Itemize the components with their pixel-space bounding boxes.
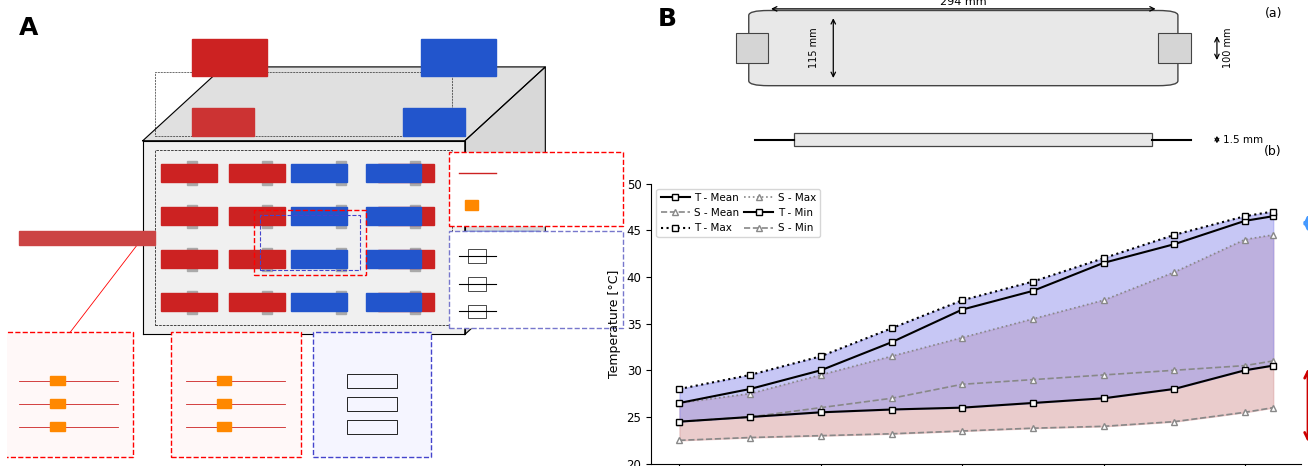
Text: 294 mm: 294 mm bbox=[940, 0, 986, 7]
Text: (a): (a) bbox=[1265, 7, 1282, 20]
Bar bbox=[50, 376, 65, 385]
Bar bbox=[366, 293, 421, 311]
Bar bbox=[262, 291, 272, 314]
Text: Unit Thermal ECN: Unit Thermal ECN bbox=[181, 445, 235, 450]
Bar bbox=[161, 293, 217, 311]
Bar bbox=[292, 293, 347, 311]
Bar bbox=[421, 39, 496, 76]
Bar bbox=[1159, 34, 1190, 63]
Bar bbox=[347, 420, 396, 434]
Bar bbox=[336, 205, 345, 227]
Bar bbox=[735, 34, 768, 63]
Text: $T_{amb}$: $T_{amb}$ bbox=[31, 339, 50, 352]
Bar bbox=[292, 164, 347, 182]
Bar bbox=[794, 133, 1152, 146]
Bar bbox=[378, 164, 434, 182]
Bar bbox=[464, 231, 539, 245]
Text: Thermal Mass: Thermal Mass bbox=[509, 202, 557, 208]
Bar bbox=[50, 422, 65, 432]
Bar bbox=[161, 164, 217, 182]
Bar bbox=[411, 162, 420, 185]
Bar bbox=[366, 207, 421, 226]
Bar bbox=[254, 210, 366, 274]
Polygon shape bbox=[464, 67, 545, 335]
Y-axis label: Temperature [°C]: Temperature [°C] bbox=[608, 269, 621, 378]
Bar bbox=[217, 422, 230, 432]
Text: Thermal ECN at tabs: Thermal ECN at tabs bbox=[13, 445, 77, 450]
Bar bbox=[378, 293, 434, 311]
Bar bbox=[262, 162, 272, 185]
Text: 1.5 mm: 1.5 mm bbox=[1223, 135, 1264, 144]
Bar bbox=[411, 247, 420, 271]
Bar bbox=[229, 293, 285, 311]
Text: Unit ECN: Unit ECN bbox=[328, 445, 356, 450]
Text: (b): (b) bbox=[1265, 144, 1282, 158]
Bar bbox=[18, 231, 156, 245]
Bar bbox=[262, 247, 272, 271]
Bar bbox=[336, 247, 345, 271]
FancyBboxPatch shape bbox=[450, 231, 623, 328]
Bar bbox=[403, 109, 464, 136]
Bar bbox=[411, 291, 420, 314]
Bar bbox=[292, 207, 347, 226]
Bar bbox=[187, 247, 198, 271]
FancyBboxPatch shape bbox=[748, 11, 1179, 86]
Text: Thermal Resistance: Thermal Resistance bbox=[509, 170, 577, 176]
Text: B: B bbox=[658, 7, 676, 31]
FancyBboxPatch shape bbox=[450, 152, 623, 226]
Text: 115 mm: 115 mm bbox=[808, 28, 819, 69]
Bar bbox=[187, 291, 198, 314]
Bar bbox=[378, 250, 434, 268]
Bar bbox=[336, 291, 345, 314]
Bar bbox=[187, 162, 198, 185]
Bar bbox=[468, 277, 487, 291]
Text: 100 mm: 100 mm bbox=[1223, 28, 1233, 69]
Bar bbox=[161, 207, 217, 226]
Bar bbox=[468, 249, 487, 263]
Bar bbox=[411, 205, 420, 227]
Bar bbox=[161, 250, 217, 268]
Bar bbox=[50, 399, 65, 408]
Bar bbox=[229, 164, 285, 182]
Bar bbox=[336, 162, 345, 185]
FancyBboxPatch shape bbox=[4, 332, 133, 457]
Bar bbox=[378, 207, 434, 226]
Bar bbox=[217, 376, 230, 385]
Text: Electrical Capacitor: Electrical Capacitor bbox=[509, 253, 576, 259]
FancyBboxPatch shape bbox=[170, 332, 301, 457]
Text: A: A bbox=[18, 16, 38, 40]
Bar bbox=[217, 399, 230, 408]
Bar bbox=[347, 374, 396, 388]
Bar bbox=[229, 250, 285, 268]
Bar bbox=[187, 205, 198, 227]
Legend: T - Mean, S - Mean, T - Max, S - Max, T - Min, S - Min: T - Mean, S - Mean, T - Max, S - Max, T … bbox=[657, 189, 820, 238]
Bar bbox=[260, 214, 360, 270]
Text: Electrical Resistance: Electrical Resistance bbox=[509, 281, 581, 287]
Text: Unit Thermal ECN: Unit Thermal ECN bbox=[211, 445, 259, 450]
Bar bbox=[262, 205, 272, 227]
Bar bbox=[347, 397, 396, 411]
Bar bbox=[192, 109, 254, 136]
Polygon shape bbox=[143, 67, 545, 141]
Bar bbox=[366, 250, 421, 268]
Bar bbox=[464, 200, 479, 210]
FancyBboxPatch shape bbox=[313, 332, 430, 457]
Polygon shape bbox=[143, 141, 464, 335]
Text: Voltage Source: Voltage Source bbox=[509, 308, 561, 315]
Bar bbox=[468, 304, 487, 318]
Bar bbox=[292, 250, 347, 268]
Bar bbox=[192, 39, 267, 76]
Bar bbox=[366, 164, 421, 182]
Bar bbox=[229, 207, 285, 226]
